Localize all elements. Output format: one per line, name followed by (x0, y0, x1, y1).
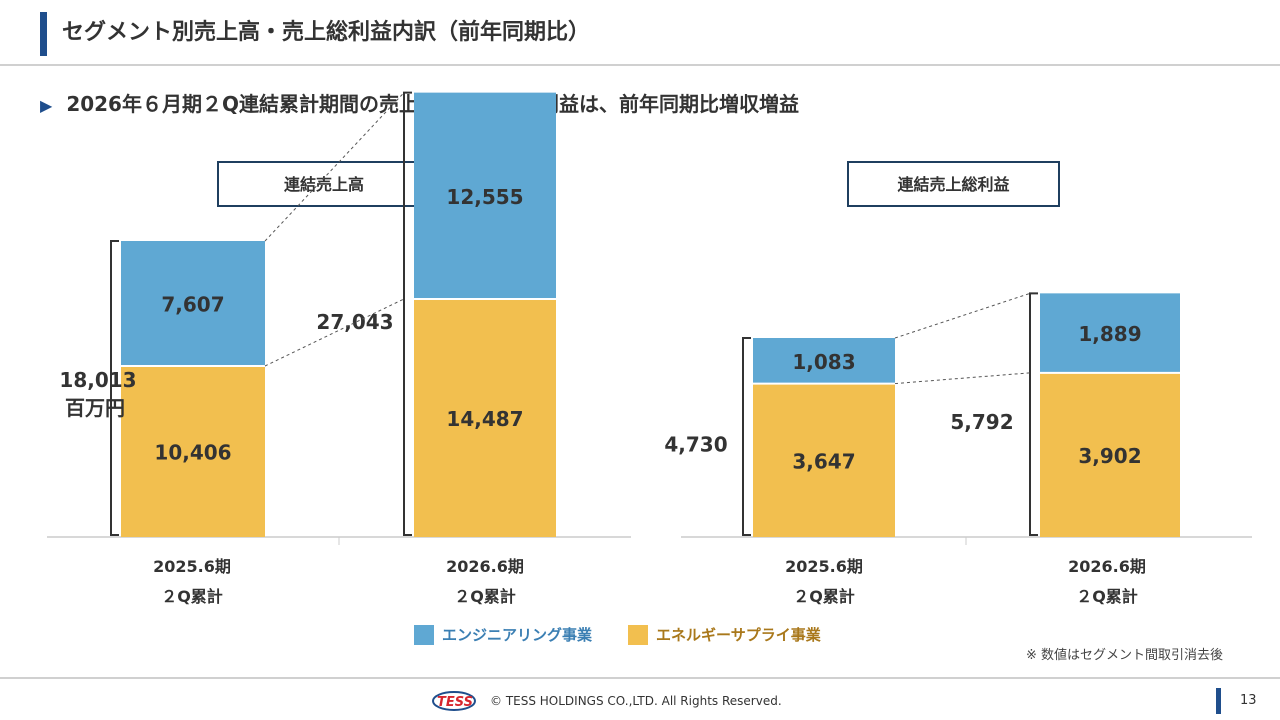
footer-divider (0, 677, 1280, 679)
legend: エンジニアリング事業 エネルギーサプライ事業 (414, 624, 821, 645)
legend-label-energy: エネルギーサプライ事業 (656, 626, 821, 644)
legend-label-engineering: エンジニアリング事業 (442, 626, 593, 644)
category-label: 2025.6期 (153, 557, 231, 576)
legend-swatch-engineering (414, 624, 434, 645)
footnote: ※ 数値はセグメント間取引消去後 (1025, 648, 1223, 663)
page-number: 13 (1240, 693, 1257, 708)
total-label: 27,043 (316, 310, 393, 334)
bar-value-label-energy: 14,487 (446, 407, 523, 431)
category-label: ２Q累計 (1076, 587, 1138, 606)
total-label: 18,013 (59, 368, 136, 392)
bar-value-label-engineering: 12,555 (446, 185, 523, 209)
category-label: 2026.6期 (446, 557, 524, 576)
bar-energy (121, 366, 265, 537)
unit-label: 百万円 (65, 396, 125, 420)
bar-energy (414, 298, 556, 537)
bar-value-label-energy: 3,902 (1078, 444, 1141, 468)
tess-logo: TESS (432, 691, 476, 711)
bar-engineering (1040, 293, 1180, 373)
header-divider (0, 64, 1280, 66)
bullet-triangle-icon: ▶ (40, 96, 53, 115)
bar-energy (1040, 372, 1180, 537)
total-label: 5,792 (950, 410, 1013, 434)
footer-accent-bar (1216, 688, 1221, 714)
chart-title: 連結売上高 (284, 175, 364, 194)
bar-value-label-engineering: 1,083 (792, 350, 855, 374)
chart-title-box (847, 161, 1060, 207)
chart-title-box (217, 161, 431, 207)
category-label: 2026.6期 (1068, 557, 1146, 576)
connector-top (264, 92, 405, 242)
category-label: ２Q累計 (161, 587, 223, 606)
bar-value-label-energy: 3,647 (792, 449, 855, 473)
connector-top (894, 292, 1031, 339)
bar-energy (753, 383, 895, 537)
legend-swatch-energy (628, 624, 649, 645)
chart-title: 連結売上総利益 (897, 175, 1009, 194)
bar-value-label-engineering: 1,889 (1078, 322, 1141, 346)
category-label: ２Q累計 (454, 587, 516, 606)
bar-engineering (414, 92, 556, 299)
legend-item-engineering: エンジニアリング事業 (414, 624, 592, 645)
category-label: ２Q累計 (793, 587, 855, 606)
connector-mid (894, 372, 1031, 385)
bar-value-label-energy: 10,406 (154, 441, 231, 465)
title-accent-bar (40, 12, 47, 56)
copyright: © TESS HOLDINGS CO.,LTD. All Rights Rese… (490, 694, 782, 708)
bar-value-label-engineering: 7,607 (161, 293, 224, 317)
category-label: 2025.6期 (785, 557, 863, 576)
total-bracket (403, 91, 412, 536)
legend-item-energy: エネルギーサプライ事業 (628, 624, 821, 645)
connector-mid (264, 298, 405, 367)
page-title: セグメント別売上高・売上総利益内訳（前年同期比） (62, 20, 591, 45)
total-bracket (110, 240, 119, 536)
total-bracket (742, 337, 751, 536)
svg-text:TESS: TESS (437, 695, 473, 710)
total-bracket (1029, 292, 1038, 536)
total-label: 4,730 (664, 433, 727, 457)
bar-engineering (121, 241, 265, 367)
bar-engineering (753, 338, 895, 384)
